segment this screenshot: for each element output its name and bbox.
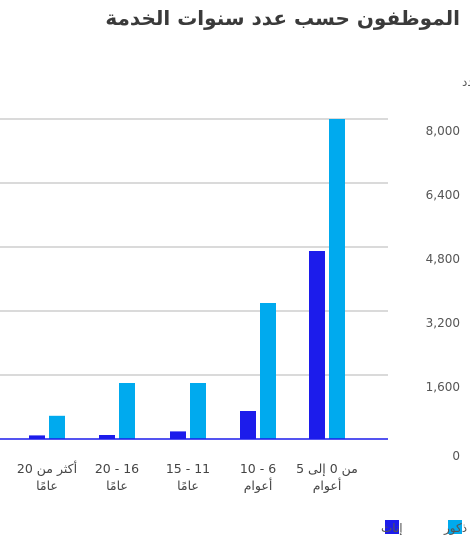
chart-title: الموظفون حسب عدد سنوات الخدمة <box>105 6 460 30</box>
y-tick-label: 4,800 <box>426 252 460 266</box>
bar-male <box>260 303 276 439</box>
y-tick-label: 0 <box>452 449 460 463</box>
legend-item-female: إناث <box>381 520 403 535</box>
y-axis-title: العدد <box>462 75 470 89</box>
bar-female <box>309 251 325 439</box>
y-tick-label: 1,600 <box>426 380 460 394</box>
legend-swatch-male <box>448 520 462 534</box>
bar-female <box>170 431 186 439</box>
bar-male <box>329 119 345 439</box>
legend-item-male: ذكور <box>443 520 467 536</box>
legend-label-female: إناث <box>381 521 403 535</box>
legend: ذكور إناث <box>381 520 467 536</box>
bar-male <box>49 415 65 439</box>
x-tick-label: 11 - 15 عامًا <box>166 461 210 493</box>
bar-female <box>99 435 115 439</box>
y-tick-label: 8,000 <box>426 124 460 138</box>
legend-swatch-female <box>385 520 399 534</box>
y-axis: العدد 0 1,600 3,200 4,800 6,400 8,000 <box>426 75 470 463</box>
bars <box>29 119 345 439</box>
x-axis: من 0 إلى 5 أعوام 6 - 10 أعوام 11 - 15 عامًا 16… <box>17 460 358 494</box>
bar-male <box>190 383 206 439</box>
y-tick-label: 3,200 <box>426 316 460 330</box>
x-tick-label: من 0 إلى 5 أعوام <box>296 461 358 494</box>
bar-male <box>119 383 135 439</box>
bar-female <box>240 411 256 439</box>
x-tick-label: أكثر من 20 عامًا <box>17 460 77 493</box>
x-tick-label: 6 - 10 أعوام <box>240 461 276 494</box>
legend-label-male: ذكور <box>443 521 467 536</box>
bar-female <box>29 435 45 439</box>
x-tick-label: 16 - 20 عامًا <box>95 461 139 493</box>
y-tick-label: 6,400 <box>426 188 460 202</box>
